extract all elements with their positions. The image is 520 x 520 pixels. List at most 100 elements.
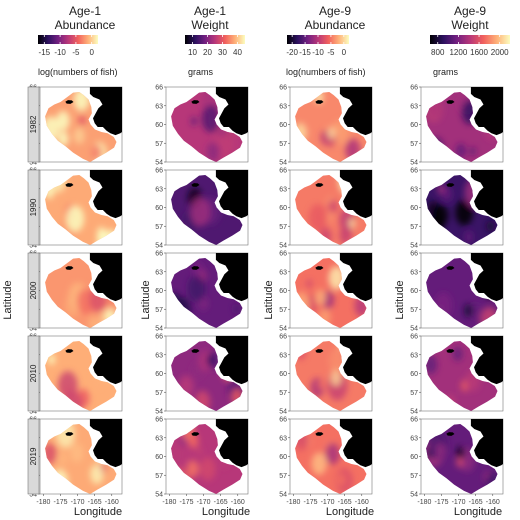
- lat-tick-label: 63: [410, 103, 418, 110]
- heatmap-cell: [435, 443, 447, 459]
- map-panel: 54 57 60 63 66 -180 -175 -170 -165 -160: [279, 417, 373, 506]
- heatmap-cell: [66, 205, 85, 232]
- lat-tick-label: 66: [279, 168, 287, 175]
- lat-tick-label: 60: [155, 454, 163, 461]
- island: [446, 432, 455, 436]
- heatmap-cell: [199, 457, 216, 481]
- lon-tick-label: -165: [338, 499, 352, 506]
- x-axis-label: Longitude: [202, 506, 250, 518]
- lat-tick-label: 60: [155, 205, 163, 212]
- land-mass: [215, 336, 248, 385]
- lat-tick-label: 66: [410, 417, 418, 424]
- lat-tick-label: 66: [155, 251, 163, 258]
- heatmap-cell: [206, 142, 220, 162]
- lat-tick-label: 60: [410, 288, 418, 295]
- map-panel: 54576063661990: [27, 168, 123, 250]
- land-mass: [89, 419, 122, 468]
- lat-tick-label: 63: [155, 269, 163, 276]
- lat-tick-label: 66: [410, 251, 418, 258]
- map-panel: 54 57 60 63 66: [155, 85, 249, 167]
- lon-tick-label: -180: [162, 499, 176, 506]
- lat-tick-label: 54: [410, 243, 418, 250]
- land-mass: [470, 419, 503, 468]
- y-axis-label: Latitude: [394, 280, 406, 319]
- island: [191, 100, 200, 104]
- map-panel: 54 57 60 63 66 -180 -175 -170 -165 -160: [155, 417, 249, 506]
- column-subtitle: Weight: [191, 18, 229, 32]
- lat-tick-label: 57: [279, 307, 287, 314]
- lat-tick-label: 54: [155, 160, 163, 167]
- lat-tick-label: 54: [155, 243, 163, 250]
- heatmap-cell: [188, 433, 199, 449]
- lat-tick-label: 54: [279, 160, 287, 167]
- lon-tick-label: -170: [197, 499, 211, 506]
- lon-tick-label: -170: [452, 499, 466, 506]
- map-panel: 54 57 60 63 66: [279, 85, 373, 167]
- lat-tick-label: 57: [279, 141, 287, 148]
- heatmap-cell: [336, 473, 346, 487]
- land-mass: [470, 87, 503, 136]
- lat-tick-label: 60: [279, 288, 287, 295]
- legend-colorbar: [38, 35, 98, 44]
- column-subtitle: Abundance: [305, 18, 366, 32]
- lat-tick-label: 63: [155, 103, 163, 110]
- lat-tick-label: 63: [279, 103, 287, 110]
- year-label: 1982: [29, 115, 38, 133]
- land-mass: [215, 87, 248, 136]
- lat-tick-label: 57: [410, 141, 418, 148]
- column-header-3: Age-9 Abundance log(numbers of fish): [286, 4, 366, 77]
- heatmap-cell: [325, 211, 334, 223]
- heatmap-cell: [348, 218, 356, 229]
- heatmap-cell: [426, 449, 433, 459]
- land-mass: [339, 170, 372, 219]
- column-title: Age-9: [319, 4, 351, 18]
- map-panel: 54 57 60 63 66: [155, 168, 249, 250]
- island: [191, 266, 200, 270]
- island: [315, 266, 324, 270]
- heatmap-cell: [317, 380, 324, 390]
- map-panel: 54576063662000: [27, 251, 123, 333]
- heatmap-cell: [463, 303, 474, 318]
- lon-tick-label: -165: [88, 499, 102, 506]
- land-mass: [89, 170, 122, 219]
- lat-tick-label: 63: [155, 352, 163, 359]
- lat-tick-label: 60: [279, 205, 287, 212]
- lat-tick-label: 54: [410, 160, 418, 167]
- heatmap-cell: [308, 203, 328, 232]
- lat-tick-label: 60: [279, 122, 287, 129]
- column-header-4: Age-9 Weight grams: [430, 4, 510, 77]
- heatmap-cell: [486, 220, 495, 232]
- lat-tick-label: 66: [155, 417, 163, 424]
- lat-tick-label: 54: [410, 409, 418, 416]
- land-mass: [215, 253, 248, 302]
- y-axis-label: Latitude: [140, 280, 152, 319]
- lon-tick-label: -160: [105, 499, 119, 506]
- island: [191, 349, 200, 353]
- lat-tick-label: 60: [410, 122, 418, 129]
- legend-tick-label: 30: [218, 48, 227, 57]
- lat-tick-label: 54: [155, 409, 163, 416]
- land-mass: [89, 87, 122, 136]
- heatmap-cell: [456, 446, 465, 459]
- heatmap-cell: [329, 352, 339, 366]
- heatmap-cell: [464, 230, 474, 244]
- lat-tick-label: 57: [410, 224, 418, 231]
- year-strip: [27, 86, 40, 163]
- lat-tick-label: 57: [410, 390, 418, 397]
- lon-tick-label: -180: [417, 499, 431, 506]
- heatmap-cell: [315, 289, 327, 306]
- map-panel: 54576063661982: [27, 85, 123, 167]
- y-axis-label: Latitude: [2, 280, 14, 319]
- lat-tick-label: 60: [155, 371, 163, 378]
- land-mass: [470, 170, 503, 219]
- column-header-2: Age-1 Weight grams: [185, 4, 245, 77]
- lat-tick-label: 57: [155, 307, 163, 314]
- heatmap-cell: [78, 115, 86, 126]
- lat-tick-label: 57: [279, 224, 287, 231]
- land-mass: [215, 170, 248, 219]
- column-title: Age-1: [69, 4, 101, 18]
- lat-tick-label: 57: [155, 224, 163, 231]
- land-mass: [215, 419, 248, 468]
- legend-tick-label: 0: [89, 48, 94, 57]
